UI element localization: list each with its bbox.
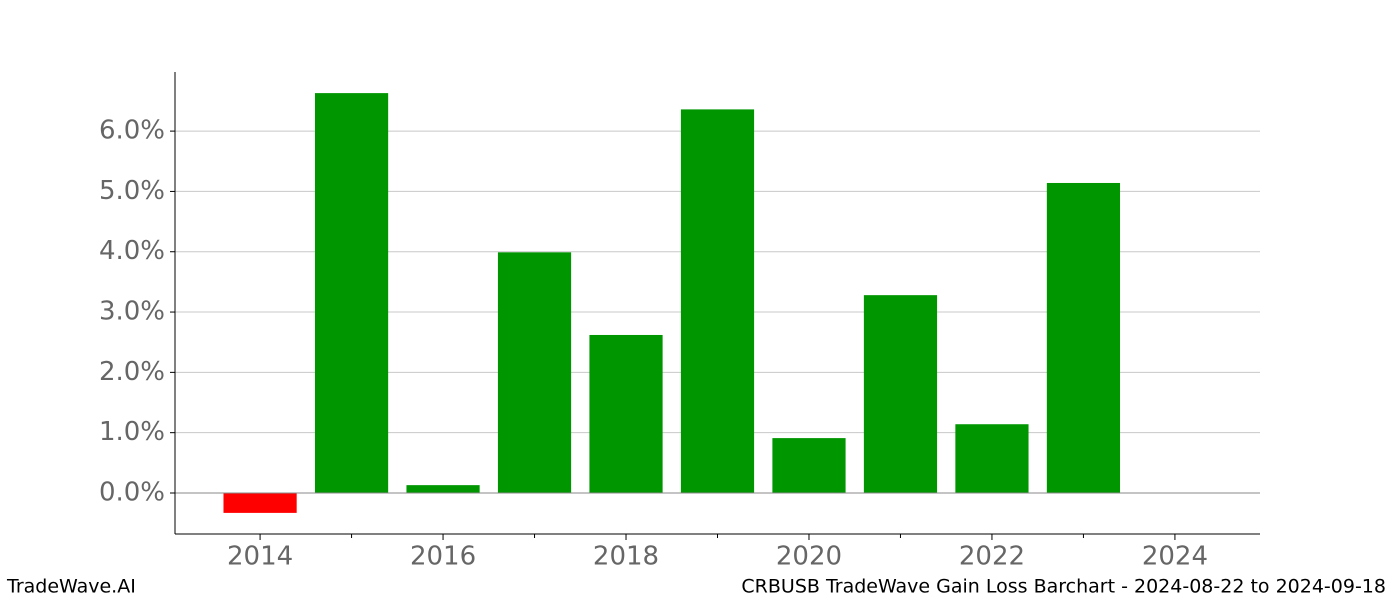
bar bbox=[1046, 182, 1121, 493]
bar bbox=[314, 93, 389, 493]
y-tick-label: 1.0% bbox=[99, 417, 165, 447]
y-tick-label: 0.0% bbox=[99, 477, 165, 507]
y-tick-label: 4.0% bbox=[99, 236, 165, 266]
bar bbox=[497, 252, 572, 493]
y-tick-label: 3.0% bbox=[99, 297, 165, 327]
y-tick-label: 5.0% bbox=[99, 176, 165, 206]
x-tick-label: 2016 bbox=[410, 542, 476, 572]
bar bbox=[589, 334, 663, 493]
x-tick-label: 2018 bbox=[593, 542, 659, 572]
x-tick-label: 2024 bbox=[1142, 542, 1208, 572]
bar bbox=[406, 485, 480, 493]
bar bbox=[955, 424, 1029, 493]
bar bbox=[772, 438, 846, 493]
bar bbox=[680, 109, 755, 493]
y-tick-label: 2.0% bbox=[99, 357, 165, 387]
y-tick-label: 6.0% bbox=[99, 116, 165, 146]
x-tick-label: 2022 bbox=[959, 542, 1025, 572]
x-tick-label: 2020 bbox=[776, 542, 842, 572]
bar bbox=[223, 492, 297, 513]
bar bbox=[863, 295, 938, 493]
watermark: TradeWave.AI bbox=[6, 576, 136, 598]
footer: CRBUSB TradeWave Gain Loss Barchart - 20… bbox=[741, 576, 1386, 598]
x-tick-label: 2014 bbox=[227, 542, 293, 572]
